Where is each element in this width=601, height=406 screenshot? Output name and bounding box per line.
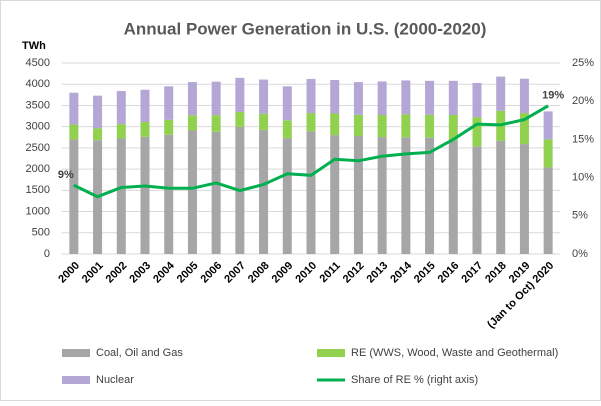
legend-swatch [317,349,345,357]
bar [235,112,245,127]
bar [140,136,150,254]
y-tick-label: 2500 [26,142,50,154]
bar [211,131,221,254]
legend-label: Coal, Oil and Gas [96,347,183,359]
bar [306,131,316,254]
bar [282,120,292,139]
bar [543,139,553,168]
bar [259,79,269,114]
bar [93,95,103,129]
bar [519,144,529,254]
bar [259,129,269,254]
bar [306,78,316,114]
bar [425,137,435,254]
bar [425,80,435,115]
bar [496,140,506,254]
legend-swatch [62,376,90,384]
bar [140,89,150,122]
bar [330,135,340,254]
bar [116,124,126,139]
bar [519,78,529,114]
bar [164,86,174,120]
y2-tick-label: 20% [572,95,594,107]
bar [377,81,387,115]
bar [306,113,316,132]
bar [69,92,79,125]
bar [401,114,411,138]
bar [164,134,174,254]
bar [472,146,482,254]
legend-label: Share of RE % (right axis) [351,374,478,386]
y2-tick-label: 15% [572,133,594,145]
bar [93,128,103,141]
bar [472,117,482,147]
bar [69,124,79,140]
y-tick-label: 500 [32,227,50,239]
bar [543,111,553,140]
bar [330,79,340,114]
chart-title: Annual Power Generation in U.S. (2000-20… [124,19,487,38]
y2-tick-label: 5% [572,210,588,222]
bar [330,113,340,136]
bar [377,114,387,138]
legend-label: Nuclear [96,374,134,386]
bar [401,80,411,115]
legend-swatch [62,349,90,357]
y-tick-label: 4500 [26,57,50,69]
data-label: 19% [542,90,564,102]
line [73,104,549,199]
bar [235,77,245,113]
bar [448,114,458,141]
bar [519,113,529,145]
bar [116,138,126,254]
y-axis-label: TWh [22,40,46,52]
y-tick-label: 3000 [26,121,50,133]
bar [353,82,363,115]
bar [448,140,458,254]
bar [425,114,435,138]
bar [187,115,197,131]
bar [401,137,411,254]
bar [116,91,126,125]
bar [472,82,482,118]
y2-tick-label: 0% [572,248,588,260]
bar [259,113,269,130]
y-tick-label: 2000 [26,163,50,175]
y-tick-label: 3500 [26,99,50,111]
bar [353,136,363,254]
bar [448,80,458,115]
y2-tick-label: 10% [572,172,594,184]
bar [140,121,150,137]
bar [164,119,174,135]
y2-tick-label: 25% [572,57,594,69]
data-label: 9% [58,169,74,181]
bar [187,130,197,254]
bar [282,138,292,254]
y-tick-label: 4000 [26,78,50,90]
bar [211,115,221,132]
bar [211,81,221,116]
y-tick-label: 0 [44,248,50,260]
bar [377,137,387,254]
bar [353,114,363,137]
bar [69,139,79,254]
legend-label: RE (WWS, Wood, Waste and Geothermal) [351,347,558,359]
y-tick-label: 1000 [26,205,50,217]
bar [282,86,292,121]
bar [496,76,506,111]
bar [187,82,197,116]
bar [543,167,553,254]
y-tick-label: 1500 [26,184,50,196]
